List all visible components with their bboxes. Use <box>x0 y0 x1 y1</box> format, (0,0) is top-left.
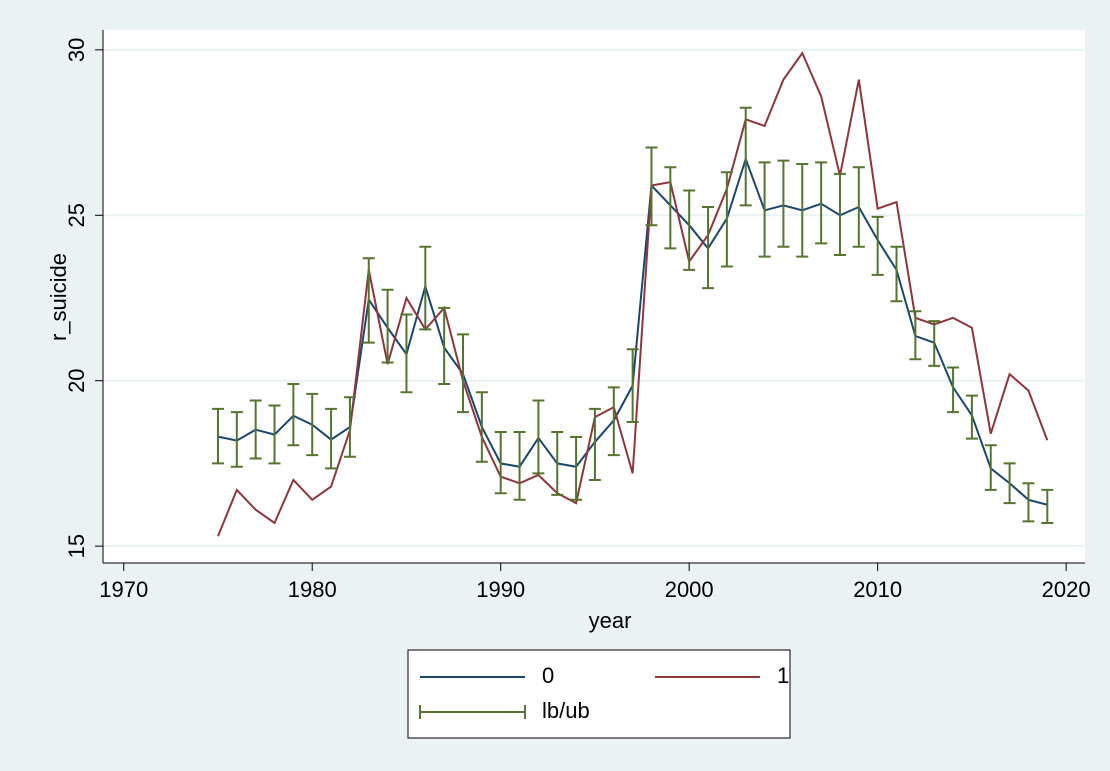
error-bar <box>965 394 978 440</box>
error-bar <box>626 348 639 424</box>
error-bar <box>815 161 828 245</box>
x-tick-label: 2000 <box>665 577 714 602</box>
legend-label: 0 <box>542 663 554 688</box>
error-bar <box>1003 462 1016 505</box>
error-bar <box>720 171 733 268</box>
legend-label: lb/ub <box>542 698 590 723</box>
error-bar <box>230 411 243 468</box>
error-bar <box>871 215 884 276</box>
error-bar <box>494 430 507 495</box>
legend-label: 1 <box>777 663 789 688</box>
error-bar <box>833 172 846 256</box>
error-bar <box>664 166 677 250</box>
x-tick-label: 2020 <box>1042 577 1091 602</box>
error-bar <box>343 396 356 458</box>
error-bar <box>570 435 583 501</box>
x-tick-label: 1990 <box>476 577 525 602</box>
y-tick-label: 30 <box>64 38 89 62</box>
error-bar <box>739 106 752 207</box>
error-bar <box>211 407 224 465</box>
x-tick-label: 1970 <box>99 577 148 602</box>
x-axis-label: year <box>589 608 632 633</box>
x-tick-label: 1980 <box>288 577 337 602</box>
y-tick-label: 20 <box>64 368 89 392</box>
error-bar <box>890 245 903 303</box>
error-bar <box>852 166 865 248</box>
plot-area <box>103 30 1085 563</box>
error-bar <box>588 407 601 481</box>
error-bar <box>457 333 470 414</box>
y-axis-label: r_suicide <box>46 253 71 341</box>
error-bar <box>362 257 375 344</box>
error-bar <box>683 189 696 271</box>
error-bar <box>607 386 620 457</box>
error-bar <box>1041 488 1054 524</box>
y-tick-label: 25 <box>64 203 89 227</box>
error-bar <box>306 392 319 457</box>
error-bar <box>475 391 488 463</box>
error-bar <box>777 159 790 248</box>
error-bar <box>438 306 451 386</box>
error-bar <box>984 444 997 491</box>
error-bar <box>325 407 338 470</box>
y-tick-label: 15 <box>64 534 89 558</box>
error-bar <box>381 288 394 364</box>
error-bar <box>532 399 545 475</box>
error-bar <box>419 245 432 331</box>
error-bar <box>928 320 941 367</box>
error-bar <box>645 146 658 227</box>
error-bar <box>268 404 281 465</box>
error-bar <box>758 161 771 258</box>
error-bar <box>287 383 300 447</box>
x-tick-label: 2010 <box>853 577 902 602</box>
error-bar <box>513 430 526 501</box>
error-bar <box>796 162 809 258</box>
data-line <box>217 51 1049 537</box>
legend-symbol <box>419 705 526 719</box>
error-bar <box>249 399 262 460</box>
error-bar <box>909 310 922 361</box>
error-bar <box>702 206 715 290</box>
error-bar <box>400 313 413 394</box>
error-bar <box>551 430 564 496</box>
error-bar <box>947 366 960 414</box>
error-bar <box>1022 482 1035 523</box>
legend-box <box>407 649 791 739</box>
